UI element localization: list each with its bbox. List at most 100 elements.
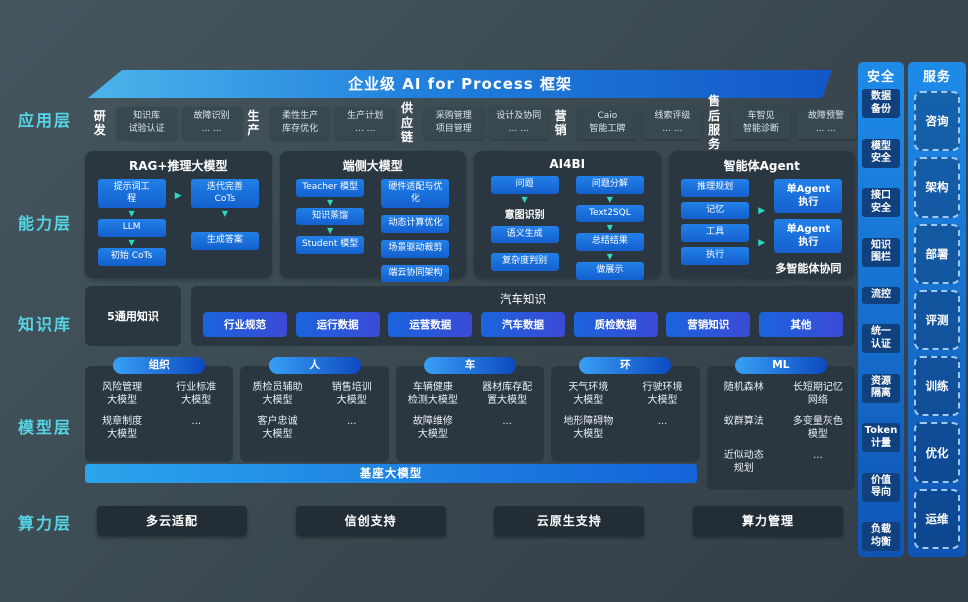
- security-item: Token 计量: [862, 423, 900, 452]
- arrow-down-icon: ▼: [606, 223, 613, 233]
- cap-node: 提示词工 程: [97, 179, 166, 209]
- compute-item: 云原生支持: [494, 506, 645, 536]
- foundation-model-bar: 基座大模型: [85, 464, 697, 483]
- security-item: 价值 导向: [862, 472, 900, 502]
- security-item: 资源 隔离: [862, 373, 900, 403]
- arrow-right-icon: ▶: [174, 191, 182, 201]
- agent-exec-box: 单Agent 执行: [774, 179, 843, 213]
- cap-node: 场景驱动裁剪: [381, 240, 450, 258]
- layer-label-compute: 算力层: [17, 514, 72, 533]
- app-group-3: 营销 Caio 智能工牌 线索评级 ... ...: [549, 106, 703, 140]
- model-name: ...: [502, 416, 512, 427]
- app-group-4: 售后 服务 车智见 智能诊断 故障预警 ... ...: [702, 94, 856, 152]
- service-panel: 服务 咨询 架构 部署 评测 训练 优化 运维: [908, 62, 966, 557]
- capability-row: RAG+推理大模型 提示词工 程 ▼ LLM ▼ 初始 CoTs ▶ 迭代完善 CoTs ▼ 生成…: [85, 151, 855, 283]
- service-item: 评测: [914, 289, 960, 351]
- model-name: ...: [346, 416, 357, 427]
- security-items: 数据 备份 模型 安全 接口 安全 知识 围栏 流控 统一 认证 资源 隔离 Token 计量…: [858, 89, 904, 551]
- panel-title: 智能体Agent: [723, 159, 800, 173]
- model-grid: 风险管理 大模型 行业标准 大模型 规章制度 大模型...: [85, 382, 233, 441]
- security-item: 数据 备份: [862, 89, 900, 118]
- model-grid: 天气环境 大模型 行驶环境 大模型 地形障碍物 大模型...: [551, 382, 699, 441]
- model-name: 地形障碍物 大模型: [563, 416, 614, 440]
- security-title: 安全: [866, 70, 895, 85]
- compute-item: 多云适配: [97, 506, 247, 536]
- auto-knowledge-title: 汽车知识: [500, 292, 546, 306]
- cap-column: 提示词工 程 ▼ LLM ▼ 初始 CoTs: [97, 179, 166, 266]
- capability-panel-bi: AI4BI 问题 ▼ 意图识别 语义生成 复杂度判别 问题分解 ▼ Text2SQL ▼ 总结结果 ▼…: [474, 151, 661, 280]
- cap-node: 端云协同架构: [381, 264, 450, 283]
- arrow-down-icon: ▼: [327, 197, 334, 207]
- app-pill: 车智见 智能诊断: [730, 106, 791, 140]
- cap-node: 动态计算优化: [381, 215, 450, 234]
- panel-title: RAG+推理大模型: [129, 159, 228, 173]
- model-group-1: 组织 风险管理 大模型 行业标准 大模型 规章制度 大模型...: [85, 357, 234, 462]
- cap-label: 意图识别: [504, 209, 545, 221]
- arrow-down-icon: ▼: [128, 238, 135, 248]
- cap-node: 生成答案: [190, 232, 259, 251]
- model-group-5: ML 随机森林 长短期记忆 网络 蚁群算法 多变量灰色 模型 近似动态 规划...: [706, 357, 856, 490]
- security-item: 知识 围栏: [862, 237, 900, 267]
- model-name: ...: [813, 450, 823, 461]
- model-group-tag: 人: [268, 357, 361, 374]
- cap-column: 单Agent 执行 单Agent 执行多智能体协同: [774, 179, 843, 276]
- app-pill: 生产计划 ... ...: [335, 106, 396, 140]
- model-name: 近似动态 规划: [723, 450, 764, 474]
- knowledge-pill: 质检数据: [573, 312, 658, 337]
- capability-panel-edge: 端侧大模型 Teacher 模型 ▼ 知识蒸馏 ▼ Student 模型 硬件适配与优 化动…: [279, 151, 466, 283]
- service-item: 训练: [914, 356, 960, 417]
- arrow-down-icon: ▼: [327, 226, 334, 236]
- cap-column: 推理规划 记忆 工具 执行: [681, 179, 750, 265]
- knowledge-pill: 行业规范: [203, 312, 287, 337]
- app-group-name: 供应 链: [400, 101, 413, 145]
- app-pill: 设计及协同 ... ...: [488, 106, 549, 140]
- arrow-down-icon: ▼: [521, 194, 528, 204]
- model-grid: 质检员辅助 大模型 销售培训 大模型 客户忠诚 大模型...: [240, 382, 388, 441]
- panel-title: 端侧大模型: [342, 159, 403, 173]
- security-item: 接口 安全: [862, 188, 900, 217]
- app-layer-row: 研发 知识库 试验认证 故障识别 ... ... 生产 柔性生产 库存优化 生产计划 ..…: [88, 94, 856, 151]
- model-group-2: 人质检员辅助 大模型 销售培训 大模型 客户忠诚 大模型...: [240, 357, 389, 462]
- app-pill: 知识库 试验认证: [116, 106, 177, 140]
- model-name: 长短期记忆 网络: [792, 382, 843, 406]
- panel-body: 推理规划 记忆 工具 执行 ▶ ▶ 单Agent 执行 单Agent 执行 多智能体协同: [677, 179, 848, 276]
- knowledge-pill: 运行数据: [295, 312, 380, 337]
- service-items: 咨询 架构 部署 评测 训练 优化 运维: [908, 85, 966, 552]
- model-group-4: 环天气环境 大模型 行驶环境 大模型 地形障碍物 大模型...: [551, 357, 700, 462]
- panel-body: Teacher 模型 ▼ 知识蒸馏 ▼ Student 模型 硬件适配与优 化动态计算优化…: [288, 179, 459, 283]
- app-group-1: 生产 柔性生产 库存优化 生产计划 ... ...: [242, 106, 396, 140]
- cap-node: LLM: [97, 219, 166, 238]
- model-name: 车辆健康 检测大模型: [407, 382, 458, 406]
- capability-panel-rag: RAG+推理大模型 提示词工 程 ▼ LLM ▼ 初始 CoTs ▶ 迭代完善 CoTs ▼ 生成…: [85, 151, 272, 278]
- cap-node: 迭代完善 CoTs: [190, 179, 259, 209]
- model-name: 蚁群算法: [723, 416, 764, 427]
- app-group-name: 售后 服务: [708, 94, 721, 152]
- compute-item: 信创支持: [295, 506, 446, 536]
- knowledge-pill: 营销知识: [666, 312, 751, 337]
- model-name: 器材库存配 置大模型: [482, 382, 533, 406]
- arrow-down-icon: ▼: [221, 209, 228, 219]
- cap-node: 问题分解: [575, 176, 644, 194]
- layer-label-knowledge: 知识库: [17, 315, 72, 334]
- banner-title: 企业级 AI for Process 框架: [88, 70, 832, 98]
- model-name: 天气环境 大模型: [568, 382, 609, 406]
- knowledge-pill: 其他: [758, 312, 843, 337]
- model-name: 故障维修 大模型: [412, 416, 453, 440]
- cap-column: Teacher 模型 ▼ 知识蒸馏 ▼ Student 模型: [296, 179, 365, 255]
- cap-node: Student 模型: [296, 236, 365, 255]
- model-name: 随机森林: [723, 382, 764, 393]
- model-name: 多变量灰色 模型: [792, 416, 843, 440]
- model-name: ...: [657, 416, 668, 427]
- multi-agent-label: 多智能体协同: [775, 262, 842, 275]
- model-grid: 随机森林 长短期记忆 网络蚁群算法 多变量灰色 模型近似动态 规划...: [707, 382, 855, 475]
- arrow-down-icon: ▼: [606, 194, 613, 204]
- cap-node: 推理规划: [681, 179, 750, 197]
- service-item: 优化: [914, 422, 960, 483]
- cap-column: 问题分解 ▼ Text2SQL ▼ 总结结果 ▼ 做展示: [575, 176, 644, 280]
- agent-exec-box: 单Agent 执行: [774, 219, 843, 253]
- cap-node: 记忆: [681, 201, 750, 220]
- cap-node: Text2SQL: [575, 204, 644, 223]
- app-group-2: 供应 链采购管理 项目管理 设计及协同 ... ...: [395, 101, 549, 144]
- knowledge-row: 5通用知识 汽车知识 行业规范 运行数据 运营数据 汽车数据 质检数据 营销知识 其他: [85, 286, 855, 346]
